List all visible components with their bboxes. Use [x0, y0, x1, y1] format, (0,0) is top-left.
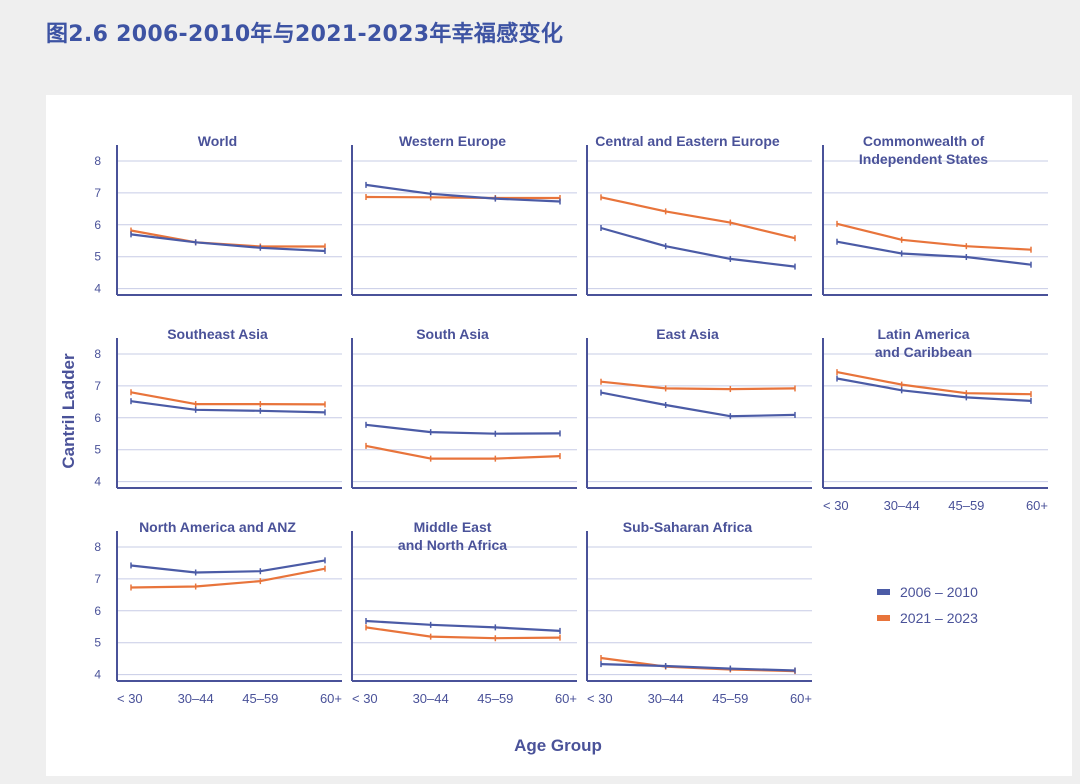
x-tick-label: 60+	[790, 691, 812, 706]
series-line-2021-2023	[600, 196, 796, 240]
y-tick-label: 7	[94, 379, 101, 393]
y-tick-label: 7	[94, 572, 101, 586]
panel-title: Western Europe	[399, 133, 506, 149]
y-axis-title: Cantril Ladder	[59, 353, 78, 469]
panel-title: and North Africa	[398, 537, 507, 553]
panel-title: Commonwealth of	[863, 133, 985, 149]
panel-title: Middle East	[414, 519, 492, 535]
series-line-2006-2010	[600, 391, 796, 418]
y-tick-label: 8	[94, 540, 101, 554]
series-line-2021-2023	[365, 626, 561, 640]
y-tick-label: 6	[94, 604, 101, 618]
y-tick-label: 4	[94, 475, 101, 489]
series-line-2021-2023	[836, 371, 1032, 396]
series-line-2021-2023	[130, 391, 326, 406]
x-tick-label: 45–59	[948, 498, 984, 513]
panel-title: Independent States	[859, 151, 988, 167]
series-line-2006-2010	[600, 226, 796, 268]
legend-label: 2006 – 2010	[900, 584, 978, 600]
x-tick-label: 45–59	[712, 691, 748, 706]
panel-title: Central and Eastern Europe	[595, 133, 780, 149]
x-tick-label: 30–44	[413, 691, 449, 706]
series-line-2006-2010	[365, 423, 561, 435]
x-tick-label: 60+	[1026, 498, 1048, 513]
x-tick-label: 60+	[320, 691, 342, 706]
series-line-2021-2023	[836, 222, 1032, 251]
x-tick-label: 30–44	[648, 691, 684, 706]
x-tick-label: 30–44	[178, 691, 214, 706]
series-line-2021-2023	[130, 567, 326, 589]
x-tick-label: 60+	[555, 691, 577, 706]
series-line-2006-2010	[600, 663, 796, 672]
y-tick-label: 6	[94, 411, 101, 425]
x-tick-label: < 30	[352, 691, 378, 706]
y-tick-label: 4	[94, 668, 101, 682]
panel-title: World	[198, 133, 237, 149]
page-title: 图2.6 2006-2010年与2021-2023年幸福感变化	[46, 22, 564, 47]
x-axis-title: Age Group	[514, 736, 602, 755]
small-multiples-line-chart: World 4 5 6 7 8 Western Europe Central and East…	[59, 133, 1048, 755]
x-tick-label: < 30	[823, 498, 849, 513]
series-line-2006-2010	[836, 240, 1032, 266]
y-tick-label: 8	[94, 347, 101, 361]
series-line-2006-2010	[365, 619, 561, 632]
y-tick-label: 8	[94, 154, 101, 168]
x-tick-label: 30–44	[884, 498, 920, 513]
panel-title: South Asia	[416, 326, 489, 342]
series-line-2006-2010	[130, 559, 326, 574]
series-line-2006-2010	[130, 233, 326, 253]
panel-title: Sub-Saharan Africa	[623, 519, 753, 535]
series-line-2006-2010	[130, 400, 326, 414]
x-tick-label: 45–59	[242, 691, 278, 706]
legend-label: 2021 – 2023	[900, 610, 978, 626]
series-line-2021-2023	[365, 444, 561, 460]
series-line-2006-2010	[365, 183, 561, 203]
x-tick-label: 45–59	[477, 691, 513, 706]
y-tick-label: 7	[94, 186, 101, 200]
series-line-2021-2023	[600, 380, 796, 391]
series-line-2006-2010	[836, 377, 1032, 402]
legend-swatch	[877, 615, 890, 621]
y-tick-label: 6	[94, 218, 101, 232]
chart-card: World 4 5 6 7 8 Western Europe Central and East…	[46, 95, 1072, 776]
panel-title: Latin America	[877, 326, 969, 342]
y-tick-label: 5	[94, 250, 101, 264]
panel-title: Southeast Asia	[167, 326, 268, 342]
panel-title: North America and ANZ	[139, 519, 296, 535]
y-tick-label: 4	[94, 282, 101, 296]
y-tick-label: 5	[94, 443, 101, 457]
panel-title: East Asia	[656, 326, 719, 342]
x-tick-label: < 30	[117, 691, 143, 706]
panel-title: and Caribbean	[875, 344, 972, 360]
y-tick-label: 5	[94, 636, 101, 650]
x-tick-label: < 30	[587, 691, 613, 706]
legend-swatch	[877, 589, 890, 595]
series-line-2021-2023	[365, 195, 560, 200]
